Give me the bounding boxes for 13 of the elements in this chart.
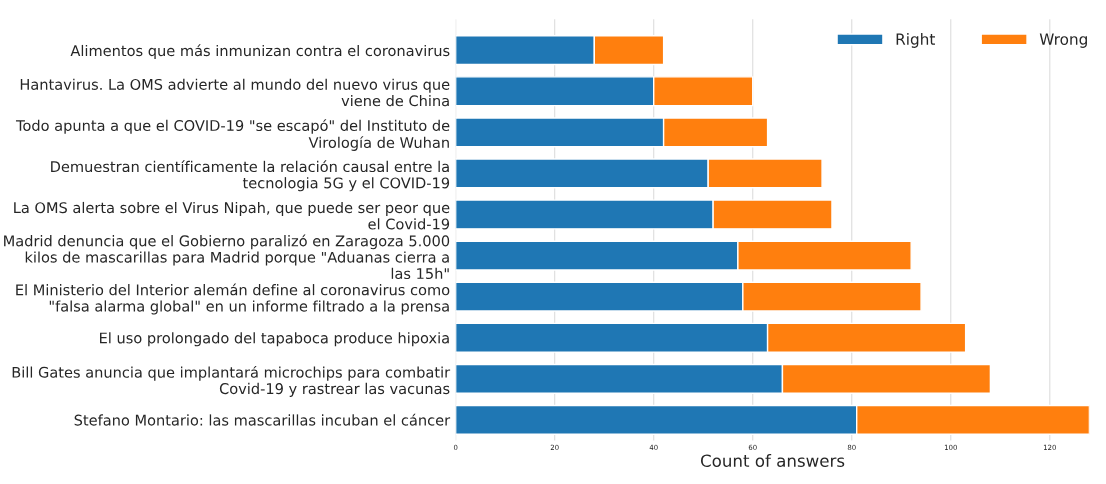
legend-label: Right	[896, 33, 935, 48]
y-tick-label: Madrid denuncia que el Gobierno paralizó en Zaragoza 5.000 kilos de mascarillas para Madrid porque "Aduanas cierra a las 15h"	[4, 234, 450, 280]
y-tick-label: El Ministerio del Interior alemán define al coronavirus como "falsa alarma global" en un informe filtrado a la prensa	[16, 283, 450, 315]
y-tick-label: Stefano Montario: las mascarillas incuban el cáncer	[74, 413, 451, 426]
y-tick-label: Demuestran científicamente la relación causal entre la tecnologia 5G y el COVID-19	[51, 160, 450, 192]
legend-label: Wrong	[1039, 33, 1087, 48]
y-tick-label: La OMS alerta sobre el Virus Nipah, que puede ser peor que el Covid-19	[14, 201, 450, 230]
y-tick-label: Todo apunta a que el COVID-19 "se escapó" del Instituto de Virología de Wuhan	[15, 119, 450, 151]
y-tick-label: Bill Gates anuncia que implantará microchips para combatir Covid-19 y rastrear las vacunas	[12, 365, 451, 397]
y-tick-label: El uso prolongado del tapaboca produce hipoxia	[100, 332, 449, 347]
y-tick-label: Hantavirus. La OMS advierte al mundo del nuevo virus que viene de China	[20, 78, 450, 107]
y-tick-label: Alimentos que más inmunizan contra el coronavirus	[70, 44, 450, 60]
x-axis-title: Count of answers	[700, 454, 845, 468]
